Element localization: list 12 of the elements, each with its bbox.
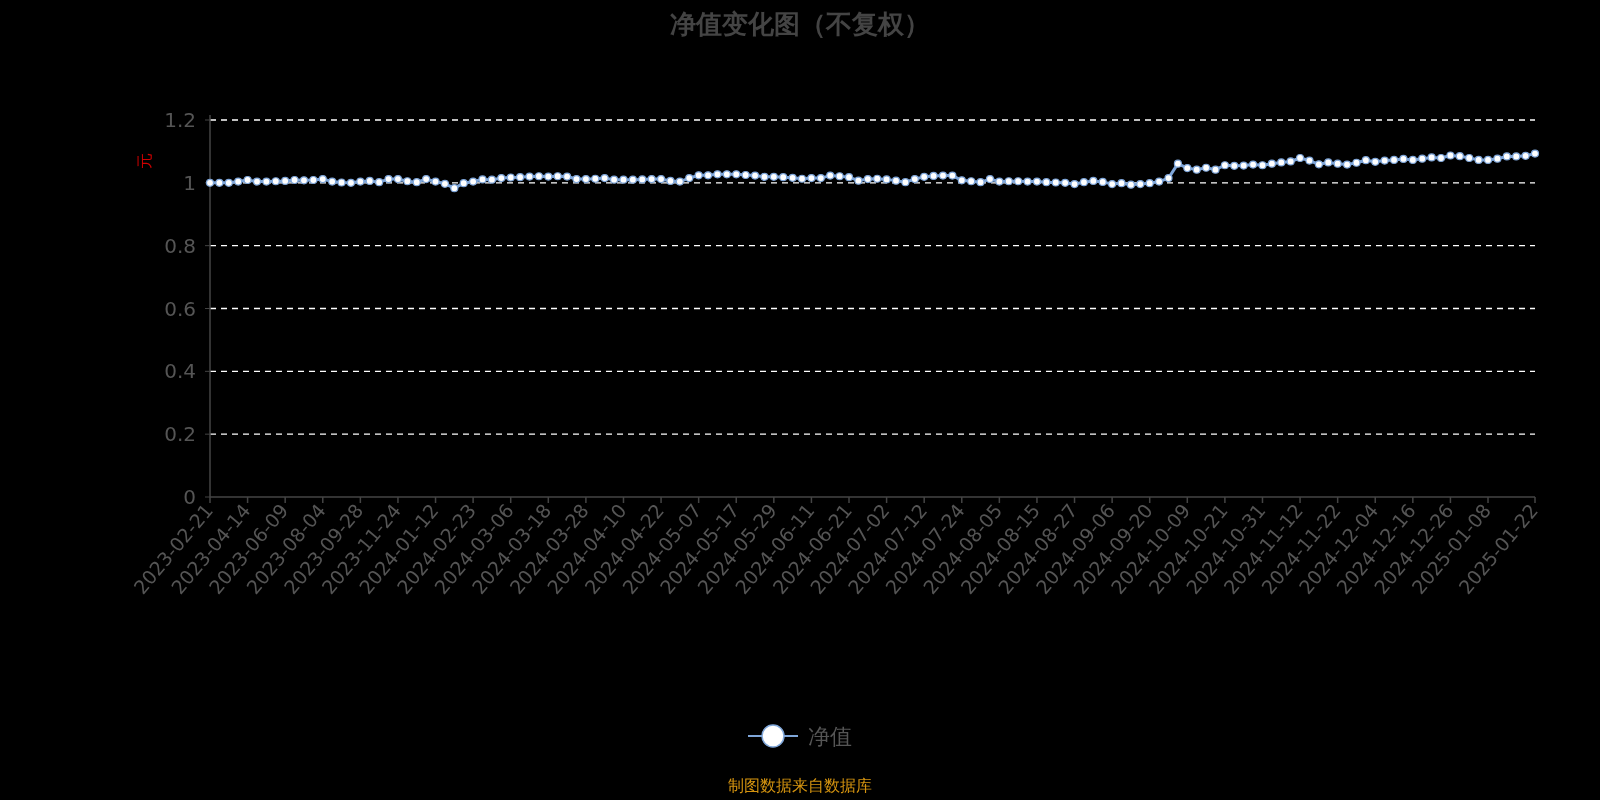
y-tick-label: 0.6 [164, 296, 196, 321]
y-tick-label: 1 [183, 170, 196, 195]
y-tick-label: 0.4 [164, 359, 196, 384]
y-axis-title: 元 [135, 153, 154, 169]
y-tick-label: 0 [183, 485, 196, 509]
legend-label: 净值 [808, 724, 852, 749]
chart-title: 净值变化图（不复权） [670, 9, 930, 39]
y-tick-label: 0.2 [164, 422, 196, 447]
y-tick-label: 1.2 [164, 108, 196, 132]
y-tick-label: 0.8 [164, 233, 196, 258]
text: 制图数据来自数据库 [728, 776, 872, 795]
legend: 净值 [747, 724, 852, 749]
